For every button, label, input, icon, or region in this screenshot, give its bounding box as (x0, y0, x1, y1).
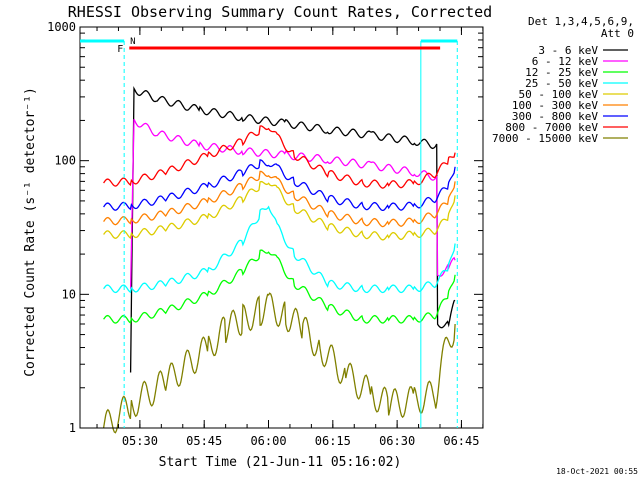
series-line-2 (103, 249, 456, 324)
x-tick-label: 06:45 (443, 434, 479, 448)
night-flag-label: N (130, 37, 135, 47)
y-axis-label: Corrected Count Rate (s⁻¹ detector⁻¹) (23, 87, 38, 377)
x-tick-label: 06:00 (250, 434, 286, 448)
legend-label: 7000 - 15000 keV (492, 132, 598, 145)
series-line-3 (103, 205, 456, 294)
legend-label: 300 - 800 keV (512, 110, 598, 123)
y-tick-label: 10 (62, 287, 76, 301)
series-line-4 (103, 180, 456, 241)
axis-layer: 05:30 05:45 06:00 06:15 06:30 06:45 1 10 100 1000 (47, 20, 484, 448)
y-tick-label: 100 (54, 154, 76, 168)
series-line-5 (103, 170, 456, 228)
chart-title: RHESSI Observing Summary Count Rates, Co… (68, 3, 492, 21)
series-line-1 (129, 119, 456, 289)
x-axis-label: Start Time (21-Jun-11 05:16:02) (159, 455, 402, 470)
legend-label: 800 - 7000 keV (505, 121, 598, 134)
y-tick-label: 1 (69, 421, 76, 435)
x-tick-label: 06:15 (315, 434, 351, 448)
flag-layer: NF (80, 37, 458, 428)
y-tick-label: 1000 (47, 20, 76, 34)
footer-timestamp: 18-Oct-2021 00:55 (556, 467, 638, 476)
series-line-0 (129, 86, 456, 373)
series-line-8 (102, 292, 456, 434)
legend-label: 6 - 12 keV (532, 55, 599, 68)
flare-flag-label: F (117, 44, 123, 55)
x-tick-label: 06:30 (379, 434, 415, 448)
series-line-7 (103, 125, 456, 189)
x-tick-label: 05:30 (122, 434, 158, 448)
legend-label: 50 - 100 keV (519, 88, 599, 101)
series-line-6 (103, 159, 456, 212)
legend-label: 3 - 6 keV (538, 44, 598, 57)
legend-label: 100 - 300 keV (512, 99, 598, 112)
legend-header-line-1: Det 1,3,4,5,6,9, (528, 15, 634, 28)
x-tick-label: 05:45 (186, 434, 222, 448)
legend-label: 12 - 25 keV (525, 66, 598, 79)
legend-label: 25 - 50 keV (525, 77, 598, 90)
series-layer (102, 86, 456, 434)
plot-frame (79, 26, 484, 429)
legend-header-line-2: Att 0 (601, 27, 634, 40)
